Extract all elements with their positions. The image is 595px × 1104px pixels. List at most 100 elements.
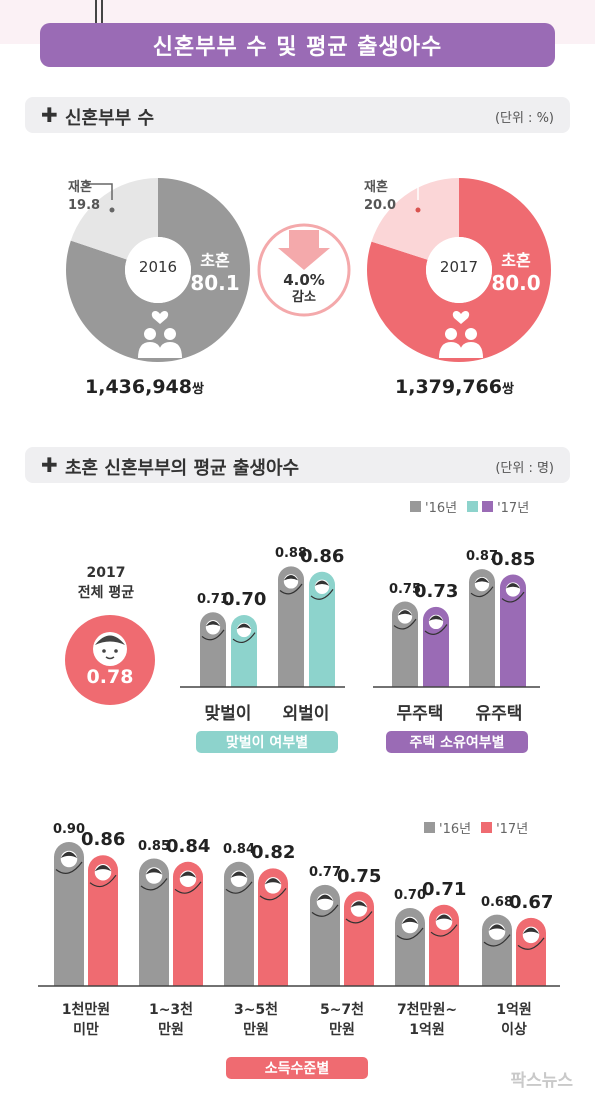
- first-label: 초혼: [501, 251, 531, 270]
- legend-swatch-16: [410, 501, 421, 512]
- first-label: 초혼: [200, 251, 230, 270]
- data-label: 0.70: [222, 589, 267, 610]
- data-label: 0.90: [52, 822, 86, 837]
- bars-dual-income: [200, 566, 335, 687]
- overall-average-badge: [65, 615, 155, 705]
- income-category-label: 1억원 이상: [496, 1002, 532, 1038]
- baby-blanket-line: [89, 874, 117, 888]
- data-label: 0.71: [196, 592, 230, 608]
- legend-swatch-17: [481, 822, 493, 833]
- data-label: 0.73: [414, 580, 459, 602]
- data-label: 0.84: [222, 841, 256, 857]
- income-bars: [38, 842, 560, 987]
- count-value: 1,436,948: [85, 376, 192, 398]
- change-badge-text: 4.0% 감소: [274, 271, 334, 307]
- baby-hair: [488, 924, 506, 931]
- bars-income: [54, 842, 546, 986]
- baby-hair: [145, 868, 163, 875]
- legend-swatch-16: [424, 822, 435, 833]
- data-label: 0.86: [300, 545, 345, 567]
- first-marriage-2017: 초혼 80.0: [491, 250, 541, 294]
- down-arrow-icon: [278, 230, 330, 270]
- remarriage-label-2017: 재혼 20.0: [364, 179, 396, 215]
- baby-blanket-line: [311, 904, 339, 917]
- baby-hair: [60, 851, 78, 858]
- baby-hair: [522, 927, 540, 934]
- data-label: 0.82: [251, 842, 296, 864]
- data-label: 0.86: [81, 829, 126, 851]
- donut-hole: [426, 237, 492, 303]
- data-label: 0.84: [166, 835, 211, 857]
- legend-label-17: '17년: [496, 822, 529, 837]
- bar: [309, 571, 335, 687]
- data-label: 0.85: [137, 838, 171, 854]
- count-unit: 쌍: [501, 382, 514, 397]
- re-value: 19.8: [68, 198, 101, 213]
- baby-hair: [94, 864, 112, 872]
- income-category-label: 1~3천 만원: [148, 1002, 194, 1038]
- leader-dot: [415, 207, 421, 213]
- couple-count-2017: 1,379,766쌍: [395, 376, 514, 398]
- bar: [54, 842, 84, 986]
- baby-blanket-line: [430, 924, 458, 937]
- category-label: 유주택: [475, 704, 523, 724]
- baby-hair: [428, 615, 444, 621]
- bar: [310, 884, 340, 986]
- first-value: 80.0: [491, 271, 541, 295]
- leader-line: [86, 183, 113, 200]
- group-pill-dual-income: 맞벌이 여부별: [196, 731, 338, 753]
- section-header-newlyweds: ✚ 신혼부부 수 (단위 : %): [25, 97, 570, 133]
- baby-hair: [397, 610, 413, 616]
- legend-label-16: '16년: [425, 501, 458, 516]
- data-label: 0.75: [388, 581, 422, 597]
- baby-blanket-line: [424, 624, 448, 635]
- count-value: 1,379,766: [395, 376, 502, 398]
- unit-label: (단위 : 명): [495, 461, 554, 476]
- bar: [278, 566, 304, 687]
- overall-year: 2017: [86, 565, 126, 581]
- baby-face-icon: [93, 632, 127, 666]
- donut-2016: [66, 177, 250, 362]
- change-label: 감소: [292, 290, 316, 305]
- bar: [231, 615, 257, 687]
- baby-hair: [230, 871, 248, 878]
- group-bars: [180, 566, 540, 688]
- legend-swatch-17-purple: [482, 501, 494, 512]
- unit-label: (단위 : %): [494, 111, 554, 126]
- overall-average-label: 2017 전체 평균: [58, 563, 154, 603]
- change-value: 4.0%: [283, 271, 325, 289]
- section-header-births: ✚ 초혼 신혼부부의 평균 출생아수 (단위 : 명): [25, 447, 570, 483]
- baby-blanket-line: [345, 911, 373, 924]
- group-pill-housing: 주택 소유여부별: [386, 731, 528, 753]
- data-label: 0.70: [393, 888, 427, 903]
- baby-blanket-line: [140, 878, 168, 891]
- baby-hair: [236, 623, 252, 629]
- bar: [344, 891, 374, 986]
- data-label: 0.67: [509, 891, 554, 913]
- group-pill-income: 소득수준별: [226, 1057, 368, 1079]
- baby-hair: [179, 871, 197, 878]
- legend: '16년 '17년: [410, 497, 529, 516]
- baby-hair: [401, 917, 419, 924]
- data-label: 0.87: [465, 549, 499, 565]
- baby-blanket-line: [483, 934, 511, 947]
- bar: [139, 858, 169, 986]
- legend-swatch-17-teal: [467, 501, 479, 512]
- category-label: 무주택: [396, 704, 444, 724]
- page-title: 신혼부부 수 및 평균 출생아수: [40, 23, 555, 67]
- couple-heart-icon: [138, 311, 182, 358]
- bar: [88, 855, 118, 986]
- bar: [423, 606, 449, 687]
- year-2016-label: 2016: [138, 258, 178, 276]
- baby-blanket-line: [470, 586, 494, 598]
- hanger-string: [95, 0, 97, 26]
- donut-charts: [66, 177, 552, 362]
- hanger-string: [101, 0, 103, 26]
- income-category-label: 7천만원~ 1억원: [396, 1002, 458, 1038]
- data-label: 0.71: [422, 878, 467, 900]
- year-2017-label: 2017: [439, 258, 479, 276]
- couple-count-2016: 1,436,948쌍: [85, 376, 204, 398]
- data-label: 0.88: [274, 546, 308, 562]
- section-title: 초혼 신혼부부의 평균 출생아수: [65, 458, 300, 479]
- first-marriage-2016: 초혼 80.1: [190, 250, 240, 294]
